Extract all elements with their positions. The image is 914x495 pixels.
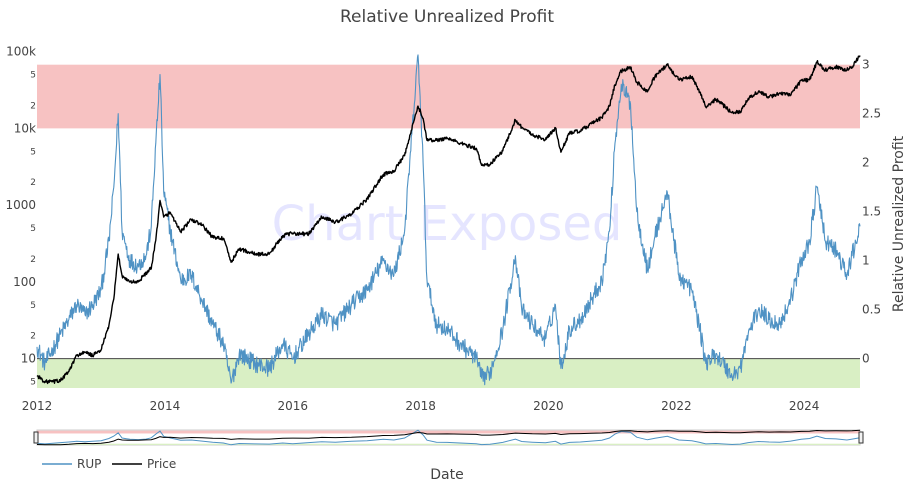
left-minor-tick-label: 2 [30, 178, 36, 188]
range-slider-handle-right[interactable] [858, 431, 864, 444]
left-tick-label: 100k [6, 45, 36, 59]
legend-item-price[interactable]: Price [112, 457, 176, 471]
range-slider[interactable] [33, 429, 864, 446]
right-tick-label: 1.5 [862, 205, 881, 219]
x-tick-label: 2016 [277, 399, 308, 413]
left-tick-label: 100 [13, 275, 36, 289]
range-slider-band-high [37, 430, 860, 434]
series-line-price [36, 55, 861, 385]
right-tick-label: 1 [862, 254, 870, 268]
left-minor-tick-label: 2 [30, 101, 36, 111]
left-tick-label: 10k [14, 121, 36, 135]
right-tick-label: 2 [862, 156, 870, 170]
left-minor-tick-label: 2 [30, 255, 36, 265]
left-minor-tick-label: 5 [30, 378, 36, 388]
series-line-rup [36, 54, 861, 386]
left-minor-tick-label: 5 [30, 224, 36, 234]
right-axis-ticks: 0 0.5 1 1.5 2 2.5 3 [862, 58, 881, 366]
chart-title: Relative Unrealized Profit [340, 7, 554, 27]
range-slider-band-low [37, 443, 860, 445]
left-minor-tick-label: 5 [30, 147, 36, 157]
right-tick-label: 0 [862, 352, 870, 366]
range-slider-line-rup [36, 429, 861, 446]
left-axis-ticks: 10 100 1000 10k 100k 5 2 5 2 5 2 5 2 5 [5, 45, 36, 388]
band-low [37, 358, 860, 388]
left-minor-tick-label: 2 [30, 332, 36, 342]
series-layer [36, 54, 861, 386]
band-high [37, 64, 860, 129]
legend-label: RUP [77, 457, 101, 471]
legend-item-rup[interactable]: RUP [42, 457, 101, 471]
x-axis-ticks: 2012 2014 2016 2018 2020 2022 2024 [22, 399, 820, 413]
x-tick-label: 2024 [789, 399, 820, 413]
watermark-text: Chart Exposed [272, 196, 623, 252]
right-tick-label: 2.5 [862, 107, 881, 121]
x-tick-label: 2012 [22, 399, 53, 413]
x-tick-label: 2022 [661, 399, 692, 413]
legend: RUP Price [42, 457, 176, 471]
right-axis-title: Relative Unrealized Profit [891, 135, 907, 312]
x-axis-title: Date [430, 467, 463, 483]
left-tick-label: 1000 [5, 198, 36, 212]
range-slider-handle-left[interactable] [33, 431, 39, 444]
left-minor-tick-label: 5 [30, 301, 36, 311]
right-tick-label: 3 [862, 58, 870, 72]
x-tick-label: 2018 [405, 399, 436, 413]
left-tick-label: 10 [21, 352, 36, 366]
bands-layer [37, 64, 860, 388]
x-tick-label: 2014 [150, 399, 181, 413]
right-tick-label: 0.5 [862, 303, 881, 317]
left-minor-tick-label: 5 [30, 71, 36, 81]
x-tick-label: 2020 [533, 399, 564, 413]
range-slider-line-price [36, 429, 861, 446]
legend-label: Price [147, 457, 176, 471]
